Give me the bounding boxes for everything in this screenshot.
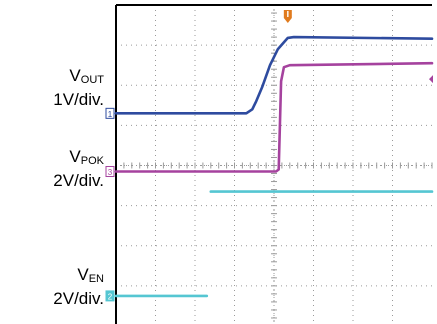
ven-symbol: V: [77, 265, 89, 284]
vpok-edge-marker: [429, 75, 433, 84]
vpok-trace: [114, 61, 434, 173]
vpok-subscript: POK: [80, 155, 104, 167]
vout-scale: 1V/div.: [53, 90, 104, 109]
vpok-label: VPOK 2V/div.: [53, 147, 104, 191]
vout-channel-number: 1: [108, 110, 113, 119]
vout-trace: [114, 35, 434, 115]
ven-subscript: EN: [88, 273, 104, 285]
vout-symbol: V: [69, 66, 81, 85]
vout-label: VOUT 1V/div.: [53, 66, 104, 110]
vout-subscript: OUT: [80, 74, 104, 86]
vpok-channel-number: 3: [108, 168, 113, 177]
vpok-symbol: V: [69, 147, 81, 166]
ven-label: VEN 2V/div.: [53, 265, 104, 309]
ven-channel-number: 2: [108, 292, 113, 301]
vout-channel-marker: [105, 107, 115, 119]
ven-channel-marker: [105, 290, 115, 302]
vpok-scale: 2V/div.: [53, 171, 104, 190]
ven-scale: 2V/div.: [53, 289, 104, 308]
vpok-channel-marker: [105, 166, 115, 178]
